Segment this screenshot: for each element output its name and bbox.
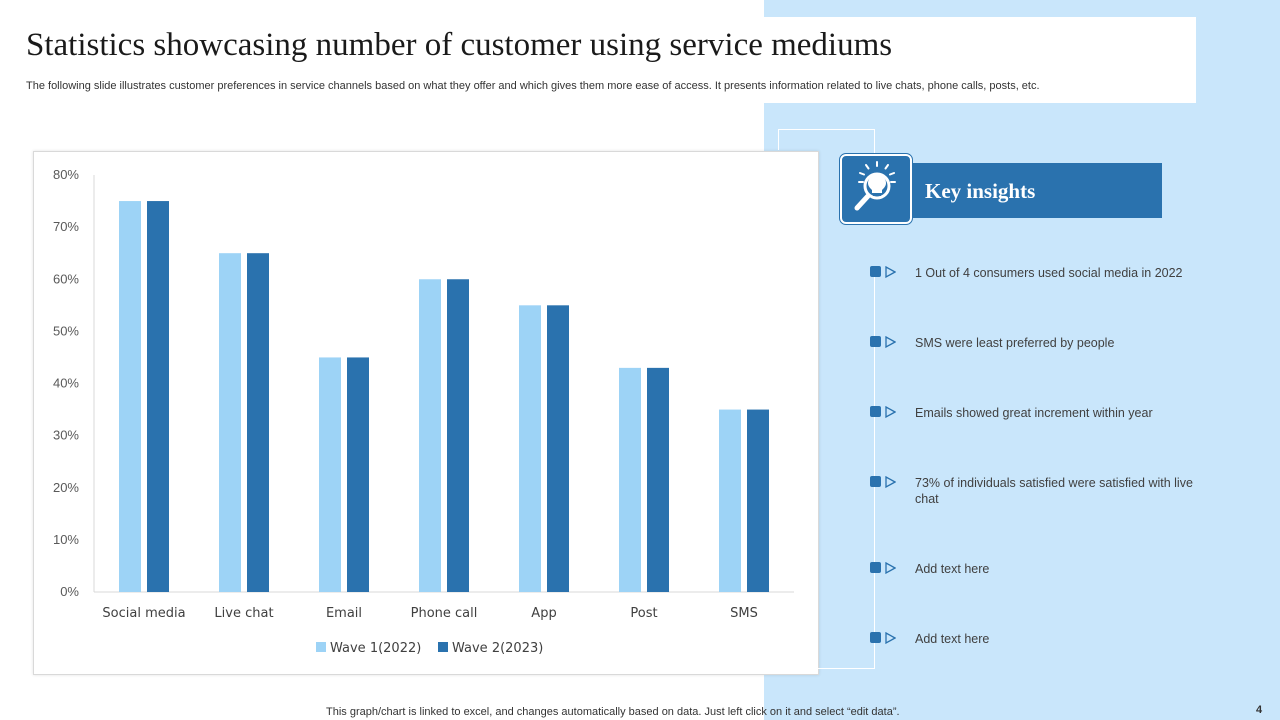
x-category-label: Social media bbox=[102, 606, 185, 621]
bullet-triangle-icon bbox=[885, 406, 896, 418]
bar-2 bbox=[747, 409, 769, 592]
y-tick-label: 40% bbox=[53, 376, 79, 391]
x-category-label: Live chat bbox=[214, 606, 273, 621]
insight-text: 73% of individuals satisfied were satisf… bbox=[915, 476, 1193, 506]
y-tick-label: 60% bbox=[53, 271, 79, 286]
bar-1 bbox=[519, 305, 541, 592]
y-tick-label: 70% bbox=[53, 219, 79, 234]
y-tick-label: 80% bbox=[53, 167, 79, 182]
bar-2 bbox=[247, 253, 269, 592]
title-box bbox=[0, 17, 1196, 103]
bar-2 bbox=[347, 357, 369, 592]
lightbulb-magnifier-icon bbox=[854, 161, 896, 211]
page-subtitle: The following slide illustrates customer… bbox=[26, 80, 1040, 92]
right-panel-background bbox=[764, 0, 1280, 720]
y-tick-label: 0% bbox=[60, 584, 79, 599]
bar-2 bbox=[647, 367, 669, 592]
bullet-square-icon bbox=[870, 632, 881, 643]
bullet-square-icon bbox=[870, 266, 881, 277]
insight-text: Add text here bbox=[915, 562, 990, 576]
x-category-label: Post bbox=[630, 606, 657, 621]
frame-line-left bbox=[778, 129, 779, 150]
legend-label: Wave 2(2023) bbox=[452, 641, 543, 656]
bullet-triangle-icon bbox=[885, 266, 896, 278]
insight-text: SMS were least preferred by people bbox=[915, 336, 1115, 350]
chart-card[interactable]: 0% 10% 20% 30% 40% 50% 60% 70% 80% Social media Li… bbox=[33, 151, 819, 675]
y-tick-label: 10% bbox=[53, 532, 79, 547]
frame-line-bottom-right bbox=[874, 646, 875, 669]
bullet-triangle-icon bbox=[885, 562, 896, 574]
bar-2 bbox=[147, 201, 169, 592]
insights-icon-box bbox=[839, 153, 913, 225]
bar-1 bbox=[219, 253, 241, 592]
page-number: 4 bbox=[1256, 704, 1263, 716]
bar-2 bbox=[547, 305, 569, 592]
x-category-label: Email bbox=[326, 606, 362, 621]
bullet-triangle-icon bbox=[885, 476, 896, 488]
bar-1 bbox=[119, 201, 141, 592]
x-category-label: SMS bbox=[730, 606, 758, 621]
bar-1 bbox=[319, 357, 341, 592]
y-tick-label: 50% bbox=[53, 323, 79, 338]
y-tick-label: 30% bbox=[53, 428, 79, 443]
insight-text: Add text here bbox=[915, 632, 990, 646]
bullet-square-icon bbox=[870, 476, 881, 487]
insight-text: Emails showed great increment within yea… bbox=[915, 406, 1153, 420]
frame-line-right bbox=[874, 129, 875, 153]
bar-2 bbox=[447, 279, 469, 592]
legend-swatch bbox=[438, 642, 448, 652]
frame-line-bottom bbox=[818, 668, 875, 669]
legend-swatch bbox=[316, 642, 326, 652]
bar-chart: 0% 10% 20% 30% 40% 50% 60% 70% 80% Social media Li… bbox=[53, 167, 794, 656]
x-category-label: Phone call bbox=[411, 606, 478, 621]
bar-1 bbox=[419, 279, 441, 592]
page-title: Statistics showcasing number of customer… bbox=[26, 27, 893, 63]
key-insights-banner: Key insights bbox=[912, 163, 1162, 218]
bullet-square-icon bbox=[870, 406, 881, 417]
x-category-label: App bbox=[531, 606, 556, 621]
bullet-triangle-icon bbox=[885, 336, 896, 348]
bullet-triangle-icon bbox=[885, 632, 896, 644]
insight-text: 1 Out of 4 consumers used social media i… bbox=[915, 266, 1183, 280]
bar-1 bbox=[619, 367, 641, 592]
bullet-square-icon bbox=[870, 562, 881, 573]
footer-note: This graph/chart is linked to excel, and… bbox=[326, 706, 900, 718]
bullet-square-icon bbox=[870, 336, 881, 347]
legend-label: Wave 1(2022) bbox=[330, 641, 421, 656]
key-insights-title: Key insights bbox=[925, 179, 1036, 203]
bar-1 bbox=[719, 409, 741, 592]
frame-line-top bbox=[778, 129, 875, 130]
y-tick-label: 20% bbox=[53, 480, 79, 495]
insights-timeline bbox=[874, 266, 875, 646]
